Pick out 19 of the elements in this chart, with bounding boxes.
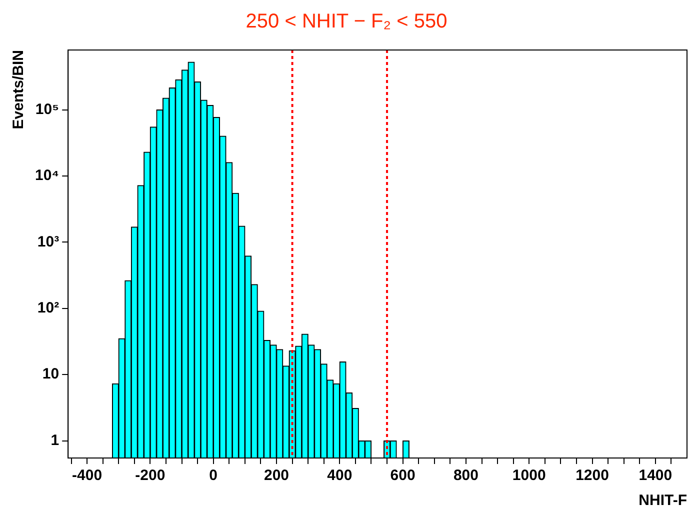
y-tick-label: 10² (37, 300, 60, 317)
x-tick-label: 1400 (638, 467, 672, 484)
x-tick-label: 400 (327, 467, 352, 484)
x-tick-label: 0 (209, 467, 218, 484)
x-tick-label: -200 (135, 467, 166, 484)
y-tick-label: 10³ (37, 233, 60, 250)
x-tick-label: 600 (390, 467, 416, 484)
x-axis-title: NHIT-F (638, 492, 687, 510)
y-tick-label: 10 (42, 366, 60, 383)
y-tick-label: 1 (50, 432, 60, 449)
x-tick-label: 1000 (512, 467, 546, 484)
x-tick-label: 800 (453, 467, 478, 484)
x-tick-label: 200 (264, 467, 290, 484)
y-tick-label: 10⁵ (35, 100, 60, 118)
y-axis-title: Events/BIN (10, 50, 28, 130)
chart-title: 250 < NHIT − F₂ < 550 (246, 10, 448, 33)
y-tick-label: 10⁴ (34, 167, 60, 184)
x-tick-label: -400 (72, 467, 102, 484)
x-tick-label: 1200 (576, 467, 609, 484)
